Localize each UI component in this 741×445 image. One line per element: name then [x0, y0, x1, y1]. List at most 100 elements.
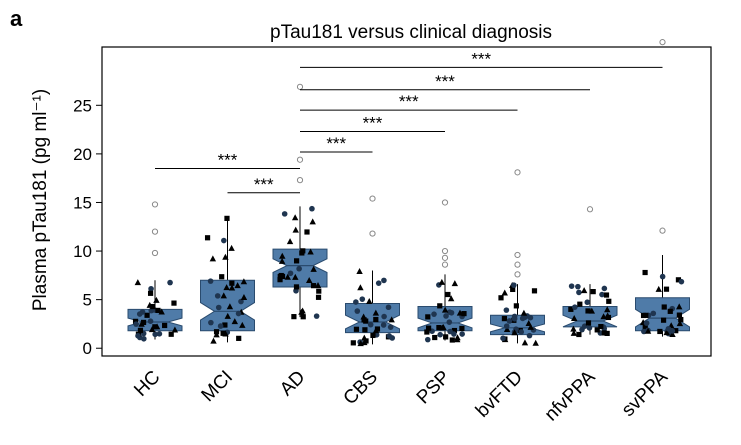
data-point: [300, 314, 306, 320]
data-point: [279, 252, 286, 259]
data-point: [571, 314, 578, 321]
data-point: [363, 338, 369, 344]
data-point: [673, 328, 679, 334]
data-point: [220, 330, 226, 336]
data-point: [284, 273, 291, 280]
data-point: [223, 284, 230, 291]
data-point: [238, 298, 244, 305]
data-point: [309, 218, 316, 225]
data-point: [456, 309, 464, 316]
data-point: [153, 296, 160, 303]
outlier-point: [441, 199, 449, 206]
data-point: [215, 304, 222, 311]
data-point: [236, 335, 242, 341]
data-point: [586, 325, 593, 331]
outlier-point: [151, 249, 159, 257]
data-point: [370, 332, 376, 339]
panel-label: a: [10, 6, 23, 31]
data-point: [375, 280, 382, 286]
data-point: [501, 289, 508, 296]
significance-label: ***: [435, 72, 455, 91]
data-point: [162, 322, 168, 329]
data-point: [171, 326, 179, 333]
data-point: [235, 310, 242, 317]
data-point: [584, 299, 591, 306]
data-point: [531, 288, 538, 294]
data-point: [437, 303, 443, 309]
data-point: [315, 294, 322, 300]
data-point: [644, 327, 652, 334]
data-point: [278, 257, 286, 264]
data-point: [156, 331, 163, 337]
data-point: [451, 331, 457, 337]
data-point: [443, 313, 449, 319]
data-point: [426, 325, 432, 331]
data-point: [360, 313, 367, 320]
data-point: [372, 327, 380, 334]
data-point: [588, 307, 596, 314]
data-point: [313, 313, 320, 319]
data-point: [224, 312, 231, 319]
data-point: [590, 289, 596, 295]
data-point: [314, 281, 322, 288]
x-tick-label-bvFTD: bvFTD: [472, 367, 527, 422]
data-point: [663, 329, 670, 336]
box-bvFTD: [490, 314, 545, 336]
outlier-point: [514, 261, 521, 268]
plot-frame: [101, 46, 712, 357]
data-point: [445, 291, 451, 298]
data-point: [447, 295, 455, 302]
x-tick-label-MCI: MCI: [198, 367, 237, 406]
data-point: [451, 280, 459, 287]
data-point: [604, 312, 611, 319]
data-point: [277, 277, 283, 283]
data-point: [388, 316, 395, 323]
data-point: [667, 308, 673, 314]
data-point: [222, 253, 229, 260]
data-point: [229, 280, 235, 286]
data-point: [576, 331, 582, 338]
data-point: [511, 316, 518, 322]
data-point: [526, 332, 533, 339]
data-point: [601, 285, 608, 292]
outlier-point: [441, 247, 449, 255]
data-point: [132, 318, 139, 324]
data-point: [158, 308, 165, 315]
data-point: [168, 331, 174, 337]
data-point: [240, 278, 248, 285]
data-point: [353, 326, 360, 332]
data-point: [511, 329, 518, 336]
data-point: [520, 309, 528, 316]
x-tick-label-AD: AD: [276, 367, 310, 401]
data-point: [585, 308, 591, 314]
data-point: [357, 284, 364, 291]
data-point: [366, 297, 373, 304]
data-point: [152, 324, 158, 330]
outlier-point: [151, 201, 159, 208]
data-point: [506, 318, 513, 324]
data-point: [604, 330, 610, 336]
data-point: [135, 333, 141, 339]
y-tick-label: 0: [83, 339, 92, 358]
data-point: [372, 309, 380, 316]
significance-label: ***: [399, 92, 419, 111]
data-point: [293, 284, 300, 290]
box-MCI: [200, 279, 255, 332]
data-point: [231, 318, 238, 325]
data-point: [281, 211, 288, 217]
y-tick-label: 5: [83, 291, 92, 310]
data-point: [228, 284, 236, 291]
data-point: [240, 294, 248, 301]
data-point: [356, 267, 363, 274]
data-point: [207, 278, 214, 284]
outlier-point: [296, 177, 304, 184]
data-point: [316, 288, 322, 294]
outlier-point: [441, 261, 449, 268]
significance-label: ***: [363, 114, 383, 133]
outlier-point: [296, 156, 304, 163]
data-point: [599, 291, 605, 298]
data-point: [676, 303, 683, 310]
data-point: [441, 306, 449, 313]
data-point: [503, 326, 511, 333]
data-point: [675, 277, 682, 283]
